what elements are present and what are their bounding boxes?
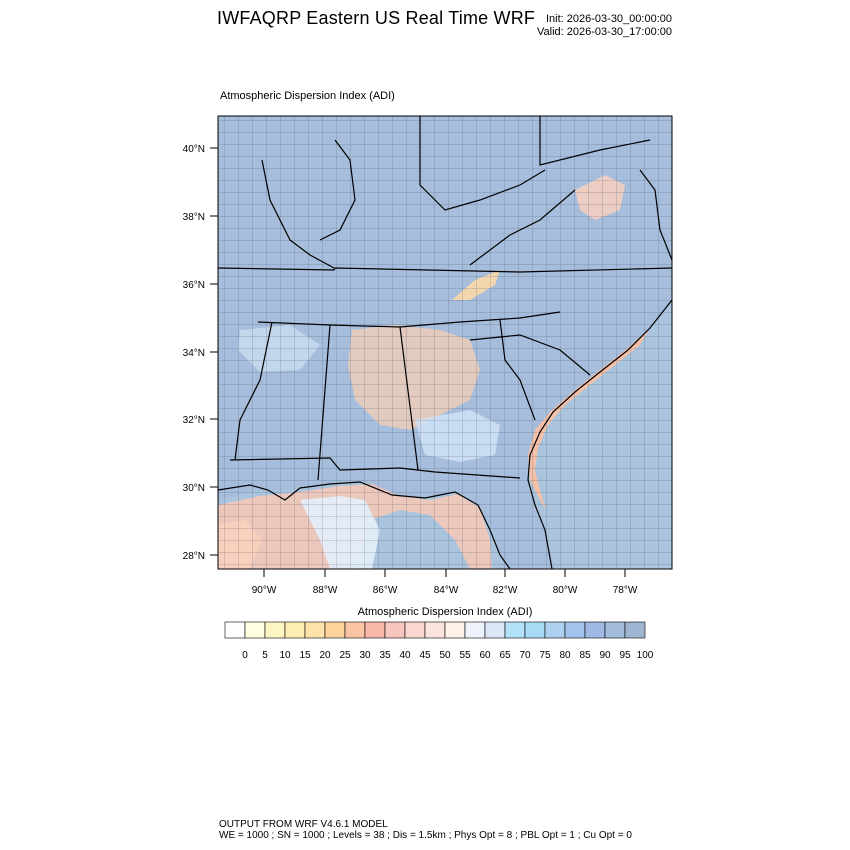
colorbar-label: 30 (359, 650, 371, 661)
lat-label: 30°N (183, 483, 205, 494)
state-boundaries (218, 116, 672, 481)
colorbar-swatch (324, 621, 346, 639)
colorbar-label: 0 (242, 650, 248, 661)
colorbar-swatch (264, 621, 286, 639)
colorbar-swatch (484, 621, 506, 639)
colorbar-label: 5 (262, 650, 268, 661)
colorbar-label: 10 (279, 650, 291, 661)
run-info: Init: 2026-03-30_00:00:00 Valid: 2026-03… (537, 13, 672, 39)
colorbar-swatch (284, 621, 306, 639)
lon-label: 84°W (434, 585, 459, 596)
colorbar-swatch (504, 621, 526, 639)
colorbar-swatch (244, 621, 266, 639)
longitude-axis: 90°W 88°W 86°W 84°W 82°W 80°W 78°W (252, 569, 638, 596)
colorbar-swatch (604, 621, 626, 639)
map-frame (217, 115, 673, 570)
colorbar-swatch (624, 621, 646, 639)
colorbar-label: 90 (599, 650, 611, 661)
lat-label: 38°N (183, 212, 205, 223)
chesapeake-coastline (639, 169, 672, 261)
colorbar-label: 15 (299, 650, 311, 661)
coastline (218, 299, 672, 569)
colorbar-label: 60 (479, 650, 491, 661)
colorbar-title: Atmospheric Dispersion Index (ADI) (357, 606, 533, 618)
lat-label: 28°N (183, 551, 205, 562)
colorbar-swatch (464, 621, 486, 639)
colorbar-label: 25 (339, 650, 351, 661)
footer-line-2: WE = 1000 ; SN = 1000 ; Levels = 38 ; Di… (219, 830, 632, 841)
colorbar-label: 45 (419, 650, 431, 661)
colorbar-label: 20 (319, 650, 331, 661)
colorbar-swatch (404, 621, 426, 639)
colorbar-label: 95 (619, 650, 631, 661)
model-footer: OUTPUT FROM WRF V4.6.1 MODEL WE = 1000 ;… (219, 819, 632, 841)
lon-label: 86°W (373, 585, 398, 596)
colorbar-label: 75 (539, 650, 551, 661)
colorbar-swatch (424, 621, 446, 639)
page-title: IWFAQRP Eastern US Real Time WRF (217, 8, 536, 28)
lat-label: 32°N (183, 415, 205, 426)
colorbar-swatch (584, 621, 606, 639)
colorbar-label: 65 (499, 650, 511, 661)
colorbar-swatch (304, 621, 326, 639)
lon-label: 88°W (313, 585, 338, 596)
lon-label: 78°W (613, 585, 638, 596)
colorbar-swatch (444, 621, 466, 639)
colorbar-label: 80 (559, 650, 571, 661)
colorbar-label: 70 (519, 650, 531, 661)
latitude-axis: 40°N 38°N 36°N 34°N 32°N 30°N 28°N (183, 144, 218, 562)
colorbar-label: 85 (579, 650, 591, 661)
colorbar-label: 100 (637, 650, 654, 661)
colorbar-swatch (544, 621, 566, 639)
colorbar-swatch (564, 621, 586, 639)
colorbar-label: 50 (439, 650, 451, 661)
footer-line-1: OUTPUT FROM WRF V4.6.1 MODEL (219, 819, 388, 830)
colorbar-label: 40 (399, 650, 411, 661)
colorbar-swatch (224, 621, 246, 639)
colorbar-swatch (384, 621, 406, 639)
colorbar-swatch (524, 621, 546, 639)
colorbar-label: 55 (459, 650, 471, 661)
lon-label: 80°W (553, 585, 578, 596)
colorbar-swatch (364, 621, 386, 639)
colorbar-label: 35 (379, 650, 391, 661)
colorbar: 0 5 10 15 20 25 30 35 40 45 50 55 60 65 70 75 80 85 90 95 10… (224, 621, 654, 661)
lat-label: 36°N (183, 280, 205, 291)
colorbar-swatch (344, 621, 366, 639)
valid-time: Valid: 2026-03-30_17:00:00 (537, 26, 672, 38)
lon-label: 82°W (493, 585, 518, 596)
lat-label: 34°N (183, 348, 205, 359)
lat-label: 40°N (183, 144, 205, 155)
county-boundaries (218, 116, 672, 569)
init-time: Init: 2026-03-30_00:00:00 (546, 13, 672, 25)
panel-title: Atmospheric Dispersion Index (ADI) (220, 90, 395, 102)
map-field (218, 116, 672, 569)
lon-label: 90°W (252, 585, 277, 596)
